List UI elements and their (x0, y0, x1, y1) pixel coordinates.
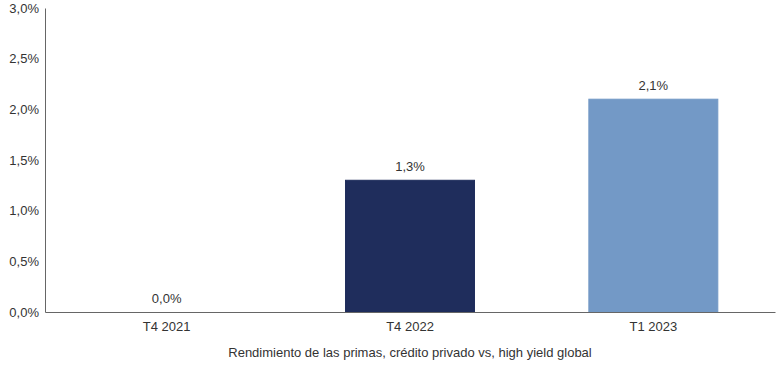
x-tick-label: T4 2021 (143, 319, 191, 334)
y-tick: 2,5% (9, 51, 45, 66)
x-tick-label: T1 2023 (629, 319, 677, 334)
x-axis-title: Rendimiento de las primas, crédito priva… (228, 345, 592, 360)
bar (346, 180, 475, 312)
x-tick: T1 2023 (629, 312, 677, 334)
x-tick-label: T4 2022 (386, 319, 434, 334)
y-tick-label: 1,5% (9, 153, 39, 168)
y-tick: 2,0% (9, 102, 45, 117)
y-tick-label: 2,5% (9, 51, 39, 66)
y-tick-label: 1,0% (9, 203, 39, 218)
data-labels: 0,0% 1,3% 2,1% (152, 78, 669, 306)
bar (102, 312, 231, 313)
y-tick: 0,5% (9, 254, 45, 269)
data-label: 2,1% (639, 78, 669, 93)
y-tick-label: 0,0% (9, 305, 39, 320)
bar (589, 99, 718, 312)
x-axis-line (46, 312, 776, 313)
y-axis-line (45, 9, 46, 313)
y-tick-label: 3,0% (9, 1, 39, 16)
data-label: 0,0% (152, 291, 182, 306)
x-tick: T4 2021 (143, 312, 191, 334)
x-axis: T4 2021 T4 2022 T1 2023 (46, 312, 776, 334)
data-label: 1,3% (395, 159, 425, 174)
chart: 0,0%0,5%1,0%1,5%2,0%2,5%3,0%T4 2021T4 20… (0, 0, 780, 365)
y-axis: 0,0% 0,5% 1,0% 1,5% 2,0% 2,5% 3,0% (9, 1, 45, 320)
y-tick: 1,5% (9, 153, 45, 168)
bars (346, 99, 718, 312)
y-tick: 3,0% (9, 1, 45, 16)
y-tick: 1,0% (9, 203, 45, 218)
y-tick: 0,0% (9, 305, 45, 320)
y-tick-label: 2,0% (9, 102, 39, 117)
y-tick-label: 0,5% (9, 254, 39, 269)
x-tick: T4 2022 (386, 312, 434, 334)
